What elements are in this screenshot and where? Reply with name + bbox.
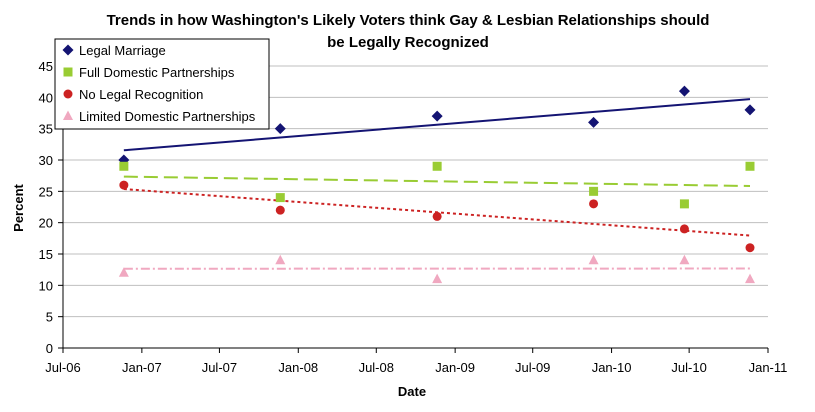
x-tick-label: Jul-06 xyxy=(45,360,80,375)
legend-label-no-legal-recognition: No Legal Recognition xyxy=(79,87,203,102)
y-tick-label: 30 xyxy=(39,153,53,168)
y-axis-label: Percent xyxy=(11,183,26,231)
marker-limited-domestic-partnerships xyxy=(432,273,443,284)
x-tick-label: Jan-10 xyxy=(592,360,632,375)
y-tick-label: 5 xyxy=(46,310,53,325)
marker-full-domestic-partnerships xyxy=(275,193,285,203)
legend-marker-no-legal-recognition xyxy=(63,89,73,99)
y-tick-label: 10 xyxy=(39,278,53,293)
legend-label-full-domestic-partnerships: Full Domestic Partnerships xyxy=(79,65,235,80)
marker-no-legal-recognition xyxy=(679,224,689,234)
x-tick-label: Jul-10 xyxy=(671,360,706,375)
x-tick-label: Jan-08 xyxy=(278,360,318,375)
x-axis-label: Date xyxy=(398,384,426,399)
marker-full-domestic-partnerships xyxy=(589,186,599,196)
marker-limited-domestic-partnerships xyxy=(745,273,755,284)
trendline-full-domestic-partnerships xyxy=(123,175,751,188)
legend-box xyxy=(54,38,270,130)
legend-marker-full-domestic-partnerships xyxy=(63,67,73,77)
chart-title-line-1: Trends in how Washington's Likely Voters… xyxy=(107,12,710,29)
chart-title-line-2: be Legally Recognized xyxy=(327,34,489,51)
marker-limited-domestic-partnerships xyxy=(118,267,129,277)
x-tick-label: Jan-11 xyxy=(749,360,788,375)
marker-limited-domestic-partnerships xyxy=(679,254,690,265)
legend-label-limited-domestic-partnerships: Limited Domestic Partnerships xyxy=(79,109,256,124)
marker-legal-marriage xyxy=(431,110,443,122)
y-tick-label: 25 xyxy=(39,184,53,199)
marker-legal-marriage xyxy=(588,116,600,128)
data-markers xyxy=(118,85,756,284)
marker-full-domestic-partnerships xyxy=(119,161,129,171)
marker-limited-domestic-partnerships xyxy=(275,254,286,265)
marker-no-legal-recognition xyxy=(745,243,755,253)
marker-no-legal-recognition xyxy=(119,180,129,190)
x-tick-label: Jan-07 xyxy=(122,360,162,375)
axes xyxy=(58,65,769,353)
y-tick-label: 0 xyxy=(46,341,53,356)
marker-no-legal-recognition xyxy=(589,199,599,209)
marker-no-legal-recognition xyxy=(432,211,442,221)
marker-legal-marriage xyxy=(678,85,690,97)
x-tick-labels: Jul-06 Jan-07 Jul-07 Jan-08 Jul-08 Jan-09 Jul-… xyxy=(45,360,787,375)
y-tick-label: 45 xyxy=(39,59,53,74)
x-tick-label: Jan-09 xyxy=(435,360,475,375)
x-tick-label: Jul-07 xyxy=(202,360,237,375)
y-tick-label: 40 xyxy=(39,90,53,105)
y-tick-labels: 0 5 10 15 20 25 30 35 40 45 xyxy=(39,59,53,356)
legend: Legal Marriage Full Domestic Partnerships… xyxy=(54,38,270,130)
marker-full-domestic-partnerships xyxy=(745,161,755,171)
legend-label-legal-marriage: Legal Marriage xyxy=(79,43,166,58)
y-tick-label: 35 xyxy=(39,122,53,137)
legend-marker-limited-domestic-partnerships xyxy=(63,110,73,120)
legend-marker-legal-marriage xyxy=(62,44,74,56)
y-tick-label: 20 xyxy=(39,216,53,231)
marker-legal-marriage xyxy=(744,104,756,116)
marker-full-domestic-partnerships xyxy=(432,161,442,171)
x-tick-label: Jul-09 xyxy=(515,360,550,375)
marker-full-domestic-partnerships xyxy=(679,199,689,209)
marker-limited-domestic-partnerships xyxy=(588,254,599,265)
marker-legal-marriage xyxy=(274,123,286,135)
marker-no-legal-recognition xyxy=(275,205,285,215)
trendline-legal-marriage xyxy=(123,98,751,152)
x-tick-label: Jul-08 xyxy=(359,360,394,375)
y-tick-label: 15 xyxy=(39,247,53,262)
